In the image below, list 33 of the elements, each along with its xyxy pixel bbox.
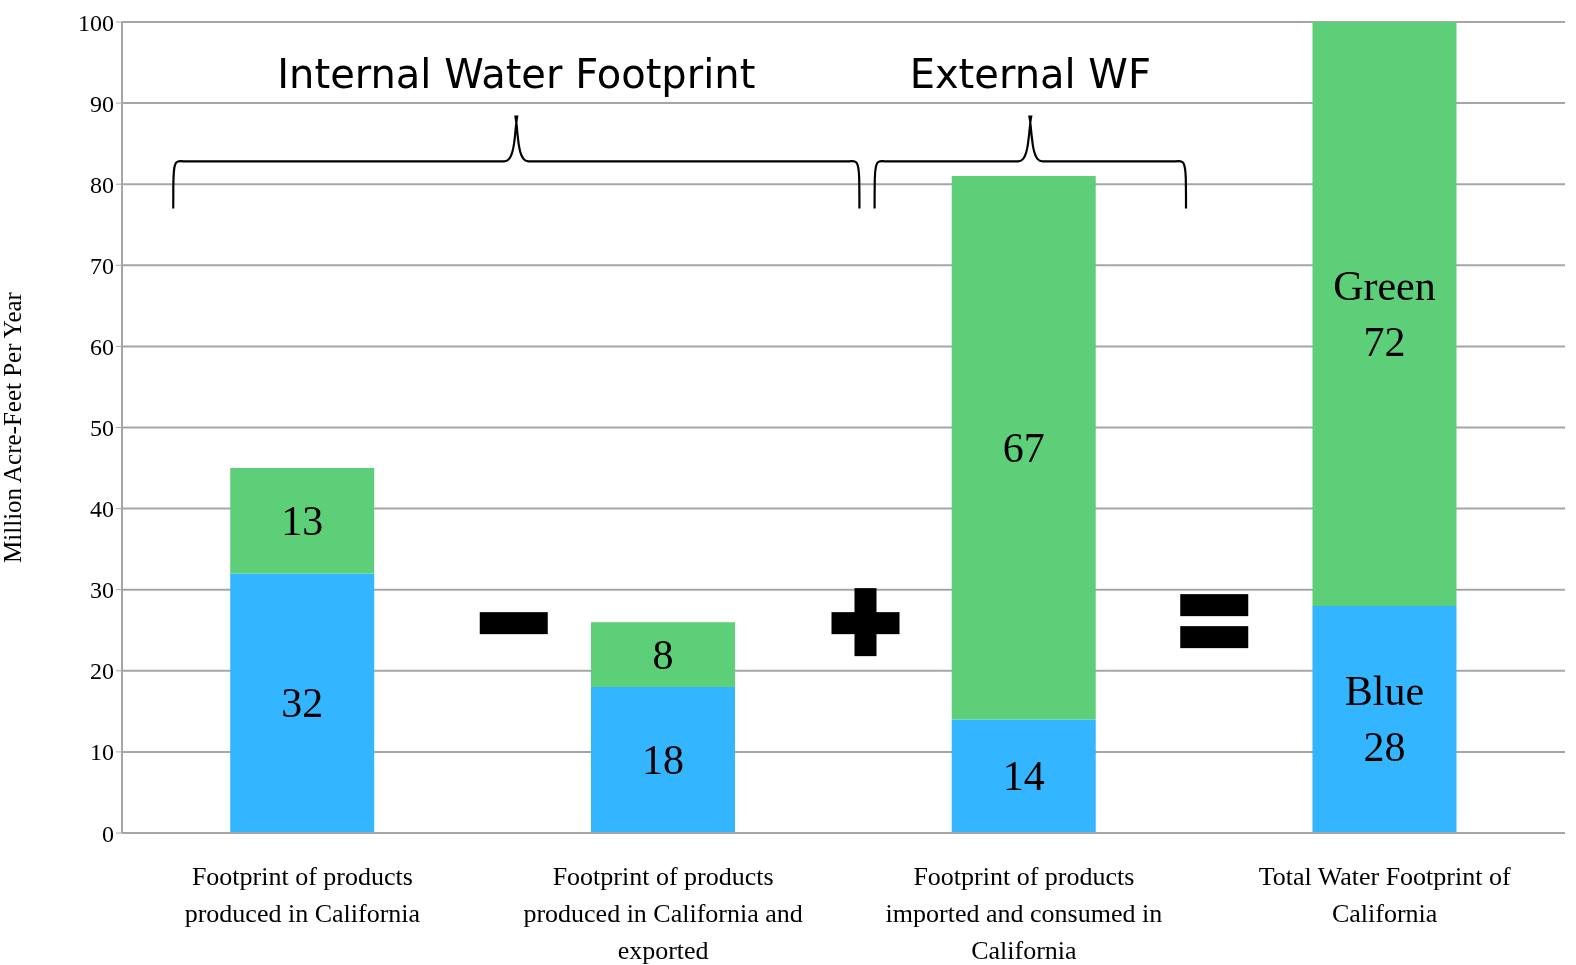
x-tick-label: Footprint of products produced in California and exported (523, 862, 803, 965)
x-tick-label: Footprint of products produced in California (184, 862, 421, 928)
data-label: Blue 28 (1344, 668, 1425, 771)
y-tick-label: 60 (90, 333, 114, 360)
data-label: 13 (281, 497, 324, 544)
bar (590, 622, 735, 688)
y-tick-label: 0 (102, 820, 114, 847)
data-label: 67 (1002, 424, 1045, 471)
data-label: 18 (641, 737, 684, 784)
bar (1312, 605, 1457, 833)
y-tick-label: 80 (90, 171, 114, 198)
y-tick-label: 70 (90, 252, 114, 279)
y-tick-label: 10 (90, 739, 114, 766)
bar (590, 687, 735, 833)
data-label: 14 (1002, 753, 1045, 800)
annotation: External WF (909, 51, 1151, 97)
data-label: 8 (652, 631, 674, 678)
y-tick-label: 90 (90, 90, 114, 117)
y-tick-label: 30 (90, 577, 114, 604)
data-label: Green 72 (1333, 262, 1436, 365)
bar (1312, 22, 1457, 606)
y-tick-label: 50 (90, 415, 114, 442)
y-axis-title: Million Acre-Feet Per Year (0, 291, 26, 563)
bar (230, 468, 375, 574)
bar (951, 719, 1096, 833)
bar (230, 573, 375, 833)
annotation: Internal Water Footprint (277, 51, 756, 97)
y-tick-label: 40 (90, 496, 114, 523)
data-label: 32 (281, 680, 324, 727)
x-tick-label: Footprint of products imported and consumed in California (885, 862, 1163, 965)
y-tick-label: 20 (90, 658, 114, 685)
y-tick-label: 100 (78, 9, 114, 36)
x-tick-label: Total Water Footprint of California (1258, 862, 1511, 928)
